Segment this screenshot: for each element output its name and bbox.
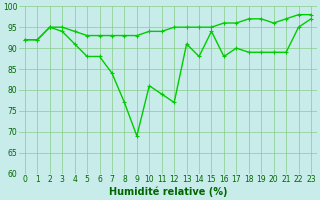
X-axis label: Humidité relative (%): Humidité relative (%)	[109, 187, 227, 197]
